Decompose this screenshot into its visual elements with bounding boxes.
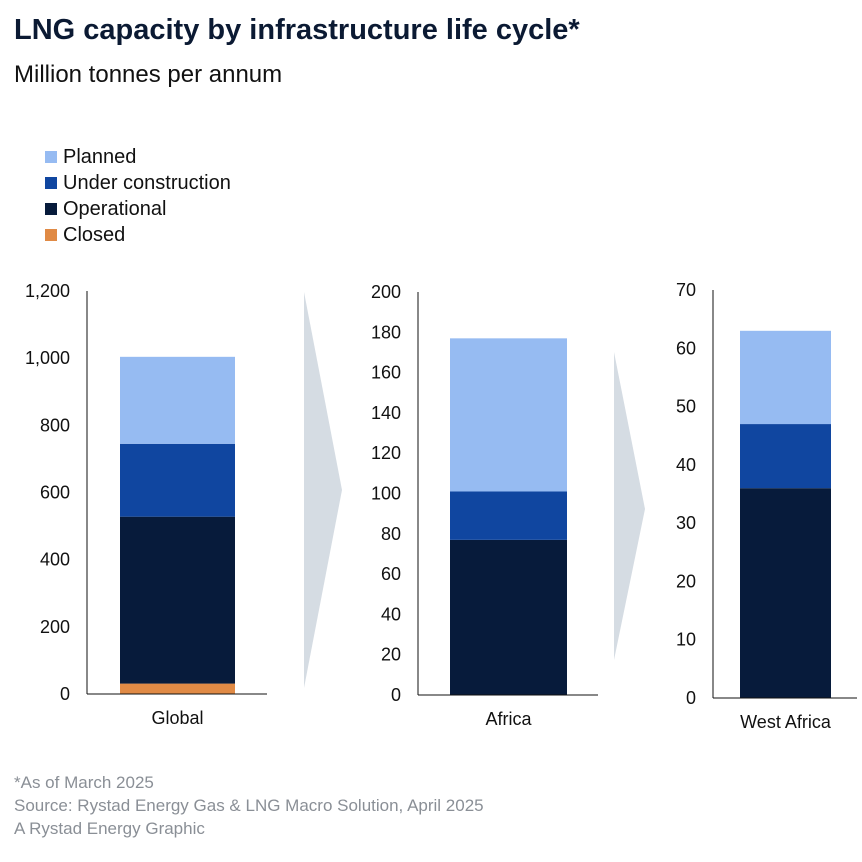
y-tick-label: 200	[40, 617, 70, 637]
chart-title: LNG capacity by infrastructure life cycl…	[14, 14, 580, 46]
legend-label: Planned	[63, 146, 137, 168]
y-tick-label: 60	[676, 338, 696, 358]
footer: *As of March 2025 Source: Rystad Energy …	[14, 771, 484, 840]
y-tick-label: 180	[371, 322, 401, 342]
legend-swatch	[45, 203, 57, 215]
y-tick-label: 400	[40, 550, 70, 570]
bar-segment-operational	[450, 539, 567, 695]
y-tick-label: 70	[676, 280, 696, 300]
bar-segment-under-construction	[740, 424, 831, 489]
y-tick-label: 10	[676, 630, 696, 650]
y-tick-label: 100	[371, 484, 401, 504]
y-tick-label: 40	[676, 455, 696, 475]
y-tick-label: 80	[381, 524, 401, 544]
legend: Planned Under construction Operational C…	[45, 144, 231, 248]
y-tick-label: 160	[371, 363, 401, 383]
legend-item-closed: Closed	[45, 222, 231, 248]
legend-item-operational: Operational	[45, 196, 231, 222]
legend-label: Operational	[63, 198, 167, 220]
legend-swatch	[45, 229, 57, 241]
legend-item-planned: Planned	[45, 144, 231, 170]
source: Source: Rystad Energy Gas & LNG Macro So…	[14, 796, 484, 815]
legend-item-under-construction: Under construction	[45, 170, 231, 196]
bar-segment-planned	[120, 356, 235, 444]
legend-label: Closed	[63, 224, 126, 246]
chart-subtitle: Million tonnes per annum	[14, 61, 283, 88]
arrow-chevron-1	[304, 292, 342, 688]
bar-segment-planned	[450, 338, 567, 492]
bar-segment-planned	[740, 330, 831, 425]
y-tick-label: 20	[676, 571, 696, 591]
y-tick-label: 120	[371, 443, 401, 463]
y-tick-label: 200	[371, 282, 401, 302]
footnote: *As of March 2025	[14, 773, 154, 792]
credit: A Rystad Energy Graphic	[14, 819, 205, 838]
y-tick-label: 140	[371, 403, 401, 423]
legend-swatch	[45, 177, 57, 189]
y-tick-label: 50	[676, 397, 696, 417]
legend-label: Under construction	[63, 172, 231, 194]
bar-segment-operational	[120, 516, 235, 684]
legend-swatch	[45, 151, 57, 163]
bar-segment-closed	[120, 683, 235, 694]
y-tick-label: 0	[686, 688, 696, 708]
bar-segment-operational	[740, 488, 831, 698]
y-tick-label: 20	[381, 645, 401, 665]
x-category-label: Global	[151, 708, 203, 728]
x-category-label: West Africa	[740, 712, 832, 732]
y-tick-label: 800	[40, 415, 70, 435]
arrow-chevron-2	[614, 352, 645, 660]
bar-segment-under-construction	[120, 443, 235, 517]
bar-segment-under-construction	[450, 491, 567, 540]
y-tick-label: 30	[676, 513, 696, 533]
y-tick-label: 60	[381, 564, 401, 584]
y-tick-label: 600	[40, 483, 70, 503]
y-tick-label: 0	[60, 684, 70, 704]
y-tick-label: 1,200	[25, 281, 70, 301]
x-category-label: Africa	[485, 709, 532, 729]
y-tick-label: 0	[391, 685, 401, 705]
y-tick-label: 1,000	[25, 348, 70, 368]
y-tick-label: 40	[381, 604, 401, 624]
